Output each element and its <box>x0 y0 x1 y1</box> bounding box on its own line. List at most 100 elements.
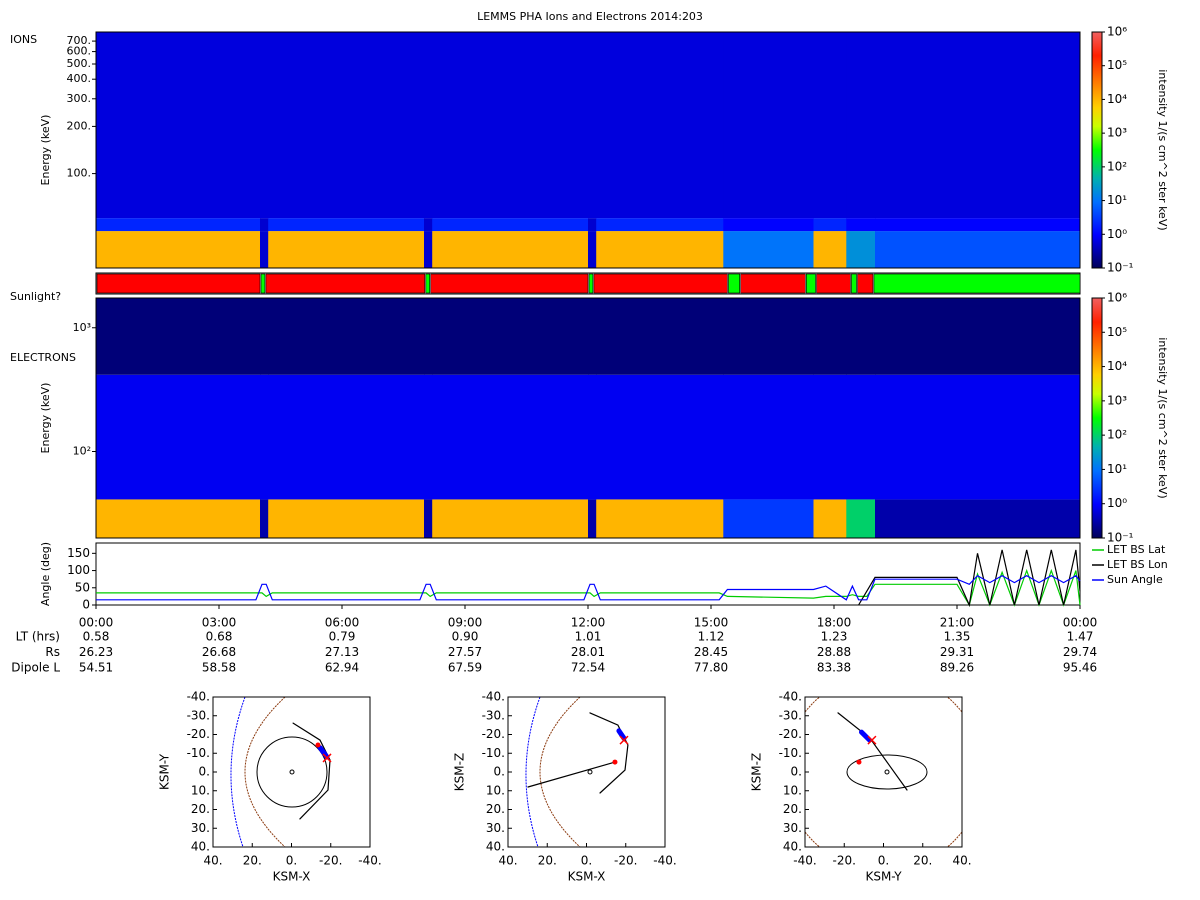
state-segment <box>265 273 426 294</box>
heat-cell <box>432 32 589 219</box>
legend-label: LET BS Lon <box>1107 558 1168 571</box>
heat-cell <box>596 32 724 219</box>
heat-cell <box>268 298 425 375</box>
y-tick-label: 40. <box>191 840 210 854</box>
panel-label: Sunlight? <box>10 290 61 303</box>
heat-cell <box>268 231 425 268</box>
heat-cell <box>596 218 724 232</box>
state-segment <box>593 273 728 294</box>
state-segment <box>96 273 261 294</box>
x-axis-label: KSM-X <box>273 870 311 884</box>
y-tick-label: -10. <box>482 746 505 760</box>
state-segment <box>857 273 874 294</box>
y-tick-label: 100 <box>67 563 90 577</box>
state-segment <box>816 273 851 294</box>
ephemeris-value: 0.68 <box>206 630 233 644</box>
heat-cell <box>588 218 597 232</box>
y-tick-label: -20. <box>779 727 802 741</box>
heat-cell <box>596 499 724 538</box>
y-tick-label: 10. <box>486 783 505 797</box>
heat-cell <box>424 298 433 375</box>
ephemeris-value: 0.79 <box>329 630 356 644</box>
state-segment <box>873 273 1081 294</box>
colorbar-tick-label: 10² <box>1107 428 1127 442</box>
colorbar-tick-label: 10⁻¹ <box>1107 531 1134 545</box>
position-dot <box>612 759 618 765</box>
model-curve <box>230 696 246 848</box>
state-segment <box>430 273 589 294</box>
colorbar-tick-label: 10⁴ <box>1107 92 1127 106</box>
heat-cell <box>813 231 847 268</box>
y-tick-label: 40. <box>783 840 802 854</box>
x-axis-label: KSM-Y <box>865 870 902 884</box>
colorbar-tick-label: 10⁵ <box>1107 325 1127 339</box>
colorbar-tick-label: 10³ <box>1107 393 1127 407</box>
x-tick-label: 18:00 <box>817 616 852 630</box>
y-tick-label: 20. <box>486 802 505 816</box>
heat-cell <box>432 374 589 500</box>
heat-cell <box>846 374 876 500</box>
x-tick-label: 09:00 <box>448 616 483 630</box>
colorbar-label: intensity 1/(s cm^2 ster keV) <box>1156 337 1169 498</box>
y-tick-label: -30. <box>482 708 505 722</box>
heat-cell <box>96 218 261 232</box>
position-cross <box>619 735 629 745</box>
ephemeris-value: 26.23 <box>79 645 113 659</box>
heat-cell <box>96 32 261 219</box>
ephemeris-value: 72.54 <box>571 661 605 675</box>
y-axis-label: Energy (keV) <box>39 115 52 186</box>
heat-cell <box>424 32 433 219</box>
x-tick-label: 06:00 <box>325 616 360 630</box>
frame <box>95 297 1081 539</box>
colorbar-tick-label: 10⁰ <box>1107 496 1127 510</box>
position-dot <box>856 759 862 765</box>
x-tick-label: -20. <box>319 854 342 868</box>
colorbar-tick-label: 10⁴ <box>1107 359 1127 373</box>
x-tick-label: -40. <box>653 854 676 868</box>
x-tick-label: 21:00 <box>940 616 975 630</box>
ephemeris-value: 0.58 <box>83 630 110 644</box>
y-tick-label: 40. <box>486 840 505 854</box>
model-curve <box>256 736 328 808</box>
trajectory <box>589 712 629 794</box>
heat-cell <box>723 231 814 268</box>
colorbar-tick-label: 10⁻¹ <box>1107 261 1134 275</box>
x-tick-label: 00:00 <box>79 616 114 630</box>
frame <box>95 31 1081 269</box>
heat-cell <box>846 298 876 375</box>
colorbar-tick-label: 10¹ <box>1107 193 1127 207</box>
ephemeris-value: 29.74 <box>1063 645 1097 659</box>
heat-cell <box>424 231 433 268</box>
series-line <box>96 574 1081 601</box>
ephemeris-value: 27.13 <box>325 645 359 659</box>
colorbar <box>1091 31 1103 269</box>
trajectory <box>859 729 873 743</box>
heat-cell <box>432 298 589 375</box>
ephemeris-value: 1.47 <box>1067 630 1094 644</box>
state-segment <box>588 273 594 294</box>
y-tick-label: 200. <box>67 119 92 132</box>
legend-label: Sun Angle <box>1107 573 1163 586</box>
ephemeris-value: 28.88 <box>817 645 851 659</box>
y-tick-label: 10. <box>191 783 210 797</box>
panel-label: ELECTRONS <box>10 351 76 364</box>
y-tick-label: -20. <box>187 727 210 741</box>
ephemeris-value: 1.01 <box>575 630 602 644</box>
y-tick-label: -30. <box>187 708 210 722</box>
y-tick-label: 30. <box>486 821 505 835</box>
ephemeris-value: 29.31 <box>940 645 974 659</box>
heat-cell <box>723 218 814 232</box>
heat-cell <box>268 218 425 232</box>
ephemeris-value: 77.80 <box>694 661 728 675</box>
x-tick-label: 0. <box>581 854 592 868</box>
ephemeris-value: 1.35 <box>944 630 971 644</box>
ephemeris-value: 58.58 <box>202 661 236 675</box>
x-tick-label: 15:00 <box>694 616 729 630</box>
heat-cell <box>96 499 261 538</box>
ephemeris-value: 83.38 <box>817 661 851 675</box>
x-tick-label: -20. <box>614 854 637 868</box>
heat-cell <box>813 499 847 538</box>
heat-cell <box>588 231 597 268</box>
colorbar-tick-label: 10⁶ <box>1107 25 1127 39</box>
position-cross <box>867 735 877 745</box>
